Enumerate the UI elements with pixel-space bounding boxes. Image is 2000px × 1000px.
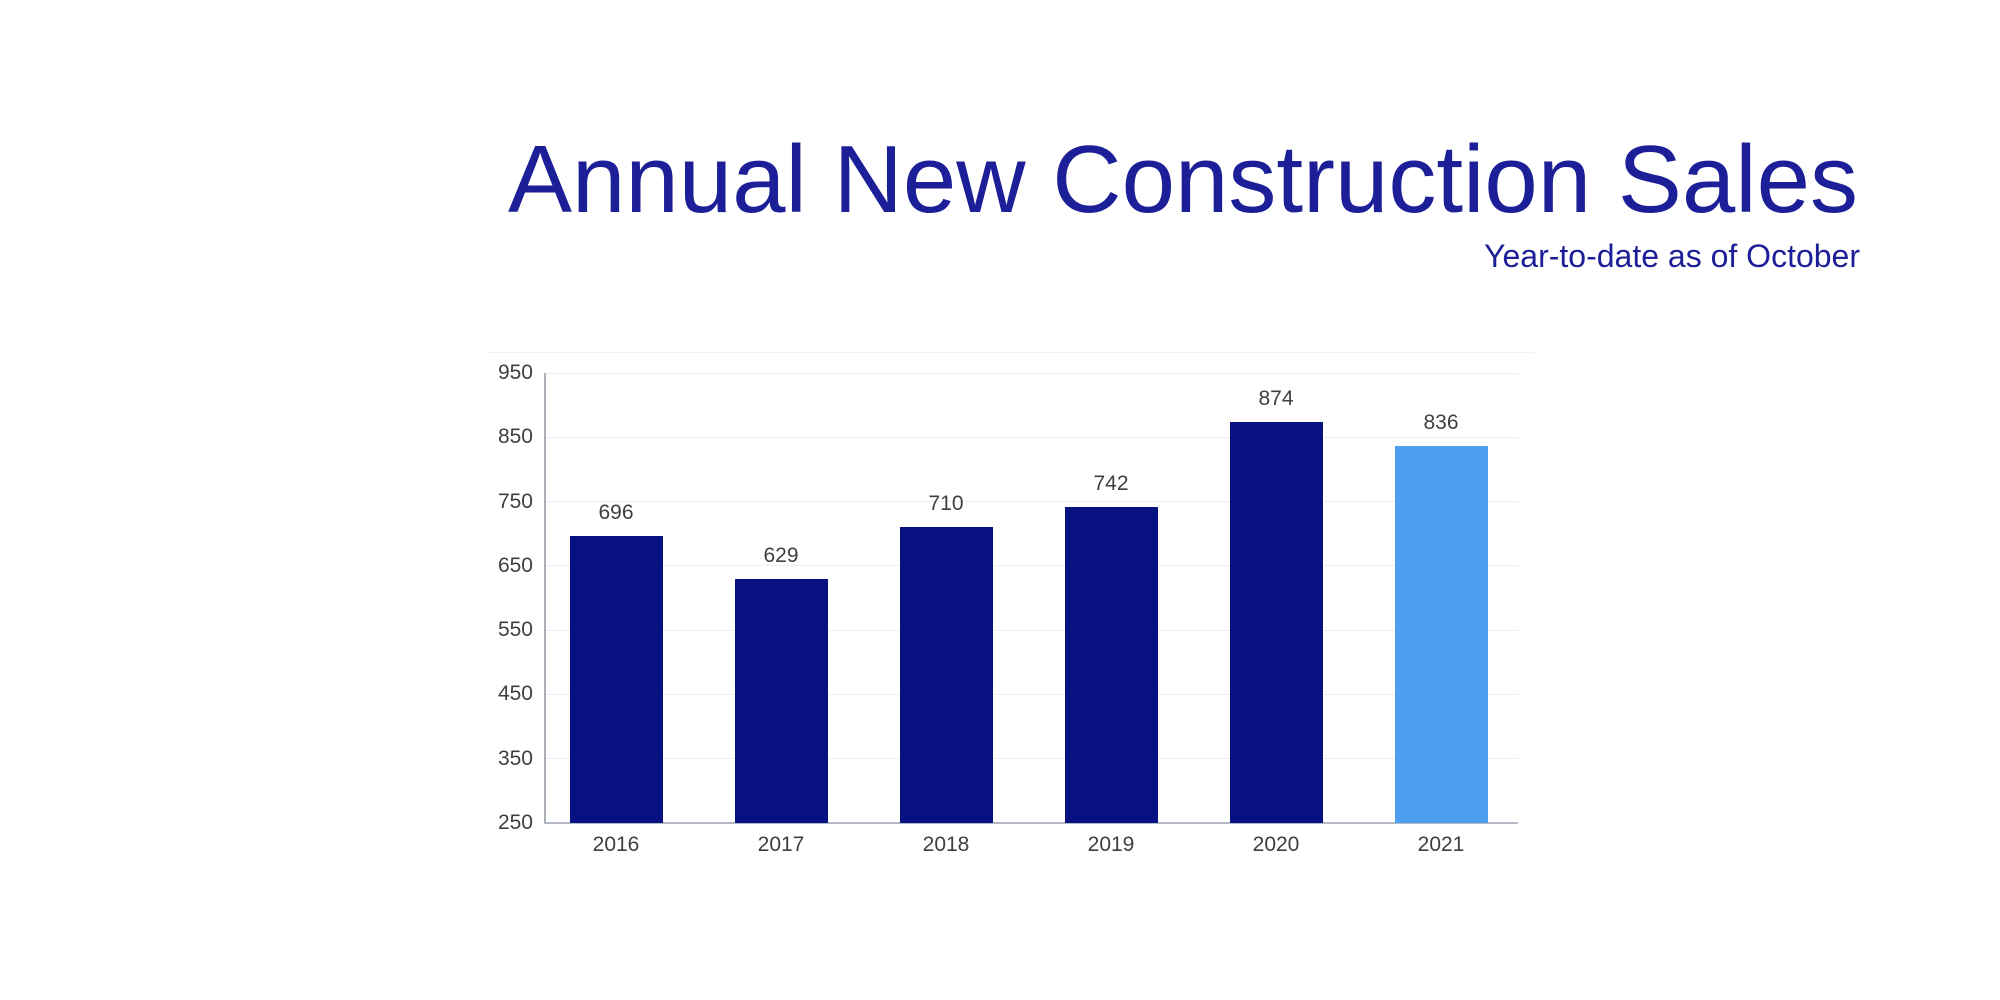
y-axis-tick-label: 950 xyxy=(497,361,533,384)
gridline xyxy=(545,693,1518,695)
gridline xyxy=(545,501,1518,503)
bar xyxy=(1064,506,1158,823)
gridline xyxy=(545,436,1518,438)
bar-value-label: 874 xyxy=(1258,386,1294,410)
x-axis-tick-label: 2020 xyxy=(1252,833,1300,856)
gridline xyxy=(545,372,1518,374)
bar-value-label: 696 xyxy=(598,501,634,525)
y-axis-tick-label: 750 xyxy=(497,489,533,513)
y-axis-tick-label: 650 xyxy=(497,553,533,577)
bar-value-label: 742 xyxy=(1093,471,1129,495)
bar xyxy=(1229,421,1323,823)
x-axis-tick-label: 2017 xyxy=(757,833,805,856)
x-axis-tick-label: 2018 xyxy=(922,833,970,856)
bar xyxy=(569,536,663,823)
x-axis-tick-label: 2016 xyxy=(592,833,640,856)
chart-subtitle: Year-to-date as of October xyxy=(1484,238,1860,274)
y-axis-line xyxy=(544,373,546,823)
chart-container-border xyxy=(488,352,1534,353)
x-axis-tick-label: 2021 xyxy=(1417,833,1465,856)
y-axis-tick-label: 850 xyxy=(497,425,533,449)
x-axis-tick-label: 2019 xyxy=(1087,833,1135,856)
y-axis-tick-label: 450 xyxy=(497,682,533,706)
bar-value-label: 836 xyxy=(1423,411,1459,435)
gridline xyxy=(545,629,1518,631)
bar xyxy=(1394,446,1488,823)
gridline xyxy=(545,758,1518,760)
bar xyxy=(899,527,993,823)
bar-value-label: 629 xyxy=(763,544,799,568)
gridline xyxy=(545,565,1518,567)
y-axis-tick-label: 550 xyxy=(497,618,533,642)
chart-title: Annual New Construction Sales xyxy=(507,126,1858,233)
y-axis-tick-label: 350 xyxy=(497,746,533,770)
bar xyxy=(734,579,828,823)
x-axis-line xyxy=(544,822,1518,824)
bar-value-label: 710 xyxy=(928,492,964,516)
y-axis-tick-label: 250 xyxy=(497,811,533,834)
